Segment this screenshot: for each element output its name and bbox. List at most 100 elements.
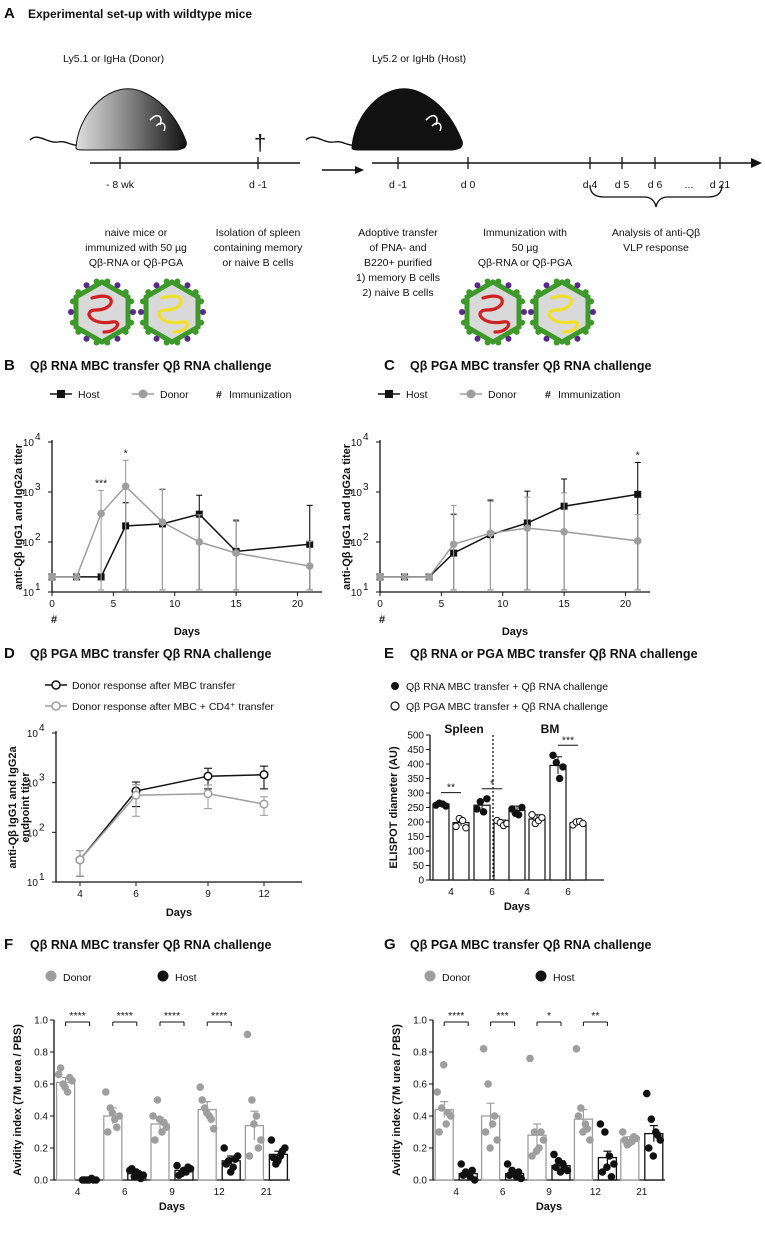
data-point-donor (479, 1045, 488, 1053)
data-point-donor (449, 540, 458, 549)
legend-immunization-label: Immunization (229, 389, 292, 401)
data-point-host (267, 1136, 276, 1144)
data-point-donor (61, 1083, 69, 1091)
capsid-subunit (543, 335, 550, 342)
legend-host-label: Host (78, 389, 100, 401)
chart-e: 0 50 100 150 200 250 300 350 400 450 500 Spleen BM EL… (388, 722, 604, 913)
capsid-subunit (553, 339, 560, 346)
data-point-donor (121, 482, 130, 491)
capsid-subunit (466, 328, 473, 335)
data-point-donor (530, 1128, 539, 1136)
y-tick-exponent: 3 (363, 482, 369, 493)
capsid-subunit (174, 339, 181, 346)
capsid-subunit (582, 289, 589, 296)
capsid-subunit (75, 289, 82, 296)
host-title: Ly5.2 or IgHb (Host) (372, 53, 466, 65)
panel-a: A Experimental set-up with wildtype mice… (4, 5, 762, 346)
nucleic-acid (547, 294, 580, 334)
y-tick-exponent: 2 (35, 532, 41, 543)
capsid-subunit (192, 328, 199, 335)
donor-title: Ly5.1 or IgHa (Donor) (63, 53, 164, 65)
x-tick-label: 5 (111, 599, 117, 610)
series-line-host (52, 513, 310, 578)
x-tick-label: 15 (231, 599, 243, 610)
capsid-subunit (174, 278, 181, 285)
data-point-donor (486, 1144, 494, 1152)
significance-label: *** (496, 1010, 508, 1022)
data-point-donor (630, 1133, 638, 1141)
bar-rna (473, 804, 491, 881)
data-point-host (517, 1174, 525, 1183)
data-point-donor (488, 1120, 497, 1128)
data-point-donor (252, 1112, 261, 1120)
data-point-donor (102, 1088, 110, 1096)
capsid-subunit (138, 309, 144, 315)
y-tick-label: 10 (23, 538, 35, 549)
capsid-subunit (474, 282, 481, 289)
capsid-subunit (513, 328, 520, 335)
nucleic-acid (478, 294, 511, 334)
x-tick-label: 6 (133, 889, 139, 900)
data-point-host (647, 1115, 656, 1123)
text-adoptive-transfer: Adoptive transfer of PNA- and B220+ purifi… (356, 227, 440, 299)
significance-label: ** (591, 1010, 599, 1022)
capsid-subunit (184, 335, 191, 342)
capsid-subunit (588, 319, 595, 326)
data-point-donor (209, 1125, 218, 1133)
data-point-donor (439, 1061, 448, 1069)
series-line-1 (79, 773, 265, 861)
capsid-subunit (75, 328, 82, 335)
data-point-host (607, 1173, 616, 1181)
data-point-donor (486, 529, 495, 537)
data-point-rna (476, 798, 484, 806)
capsid-subunit (145, 328, 152, 335)
series-line-donor (52, 485, 310, 578)
capsid-subunit (460, 298, 467, 305)
y-tick-label: 0.4 (413, 1112, 427, 1123)
capsid-subunit (521, 309, 527, 315)
data-point-pga (579, 819, 587, 828)
data-point-host (195, 510, 203, 518)
data-point-rna (549, 751, 557, 759)
data-point-donor (54, 1070, 63, 1079)
y-tick-label: 0.6 (413, 1080, 427, 1091)
significance-label: *** (562, 734, 574, 746)
bar-donor (434, 1108, 454, 1181)
data-point-host (598, 1168, 607, 1176)
panel-a-label: A (4, 5, 15, 22)
capsid-subunit (69, 298, 76, 305)
data-point-rna (483, 795, 491, 803)
data-point-host (132, 1168, 141, 1176)
capsid-subunit (505, 335, 512, 342)
data-point-donor (493, 1136, 501, 1144)
capsid-subunit (564, 278, 571, 285)
timeline-tick-label: ... (685, 179, 694, 191)
x-tick-label: 6 (122, 1187, 128, 1198)
t1-tick-label: d -1 (249, 179, 267, 191)
x-tick-label: 0 (377, 599, 383, 610)
legend-f: Donor Host (45, 970, 197, 984)
bar-rna (549, 764, 567, 881)
data-point-host (89, 1176, 98, 1184)
legend-immunization-symbol: # (545, 389, 551, 401)
figure-title: Experimental set-up with wildtype mice (28, 7, 252, 21)
data-point-donor (151, 1136, 159, 1144)
data-point-donor (149, 1112, 157, 1120)
capsid-subunit (528, 309, 534, 315)
capsid-subunit (484, 339, 491, 346)
data-point-host (470, 1176, 479, 1184)
panel-a-text-line: 1) memory B cells (356, 272, 440, 284)
y-axis-label: Avidity index (7M urea / PBS) (12, 1024, 24, 1176)
capsid-subunit (495, 339, 502, 346)
capsid-subunit (466, 289, 473, 296)
data-point-host (634, 490, 642, 498)
capsid-subunit (459, 309, 465, 315)
x-tick-label: 4 (75, 1187, 81, 1198)
x-tick-label: 9 (169, 1187, 175, 1198)
panel-a-text-line: Immunization with (483, 227, 567, 239)
y-tick-label: 50 (413, 861, 425, 872)
capsid-subunit (543, 282, 550, 289)
x-axis-label: Days (166, 907, 192, 919)
panel-a-text-line: Isolation of spleen (216, 227, 301, 239)
legend-d-series-1: Donor response after MBC transfer (72, 680, 236, 692)
